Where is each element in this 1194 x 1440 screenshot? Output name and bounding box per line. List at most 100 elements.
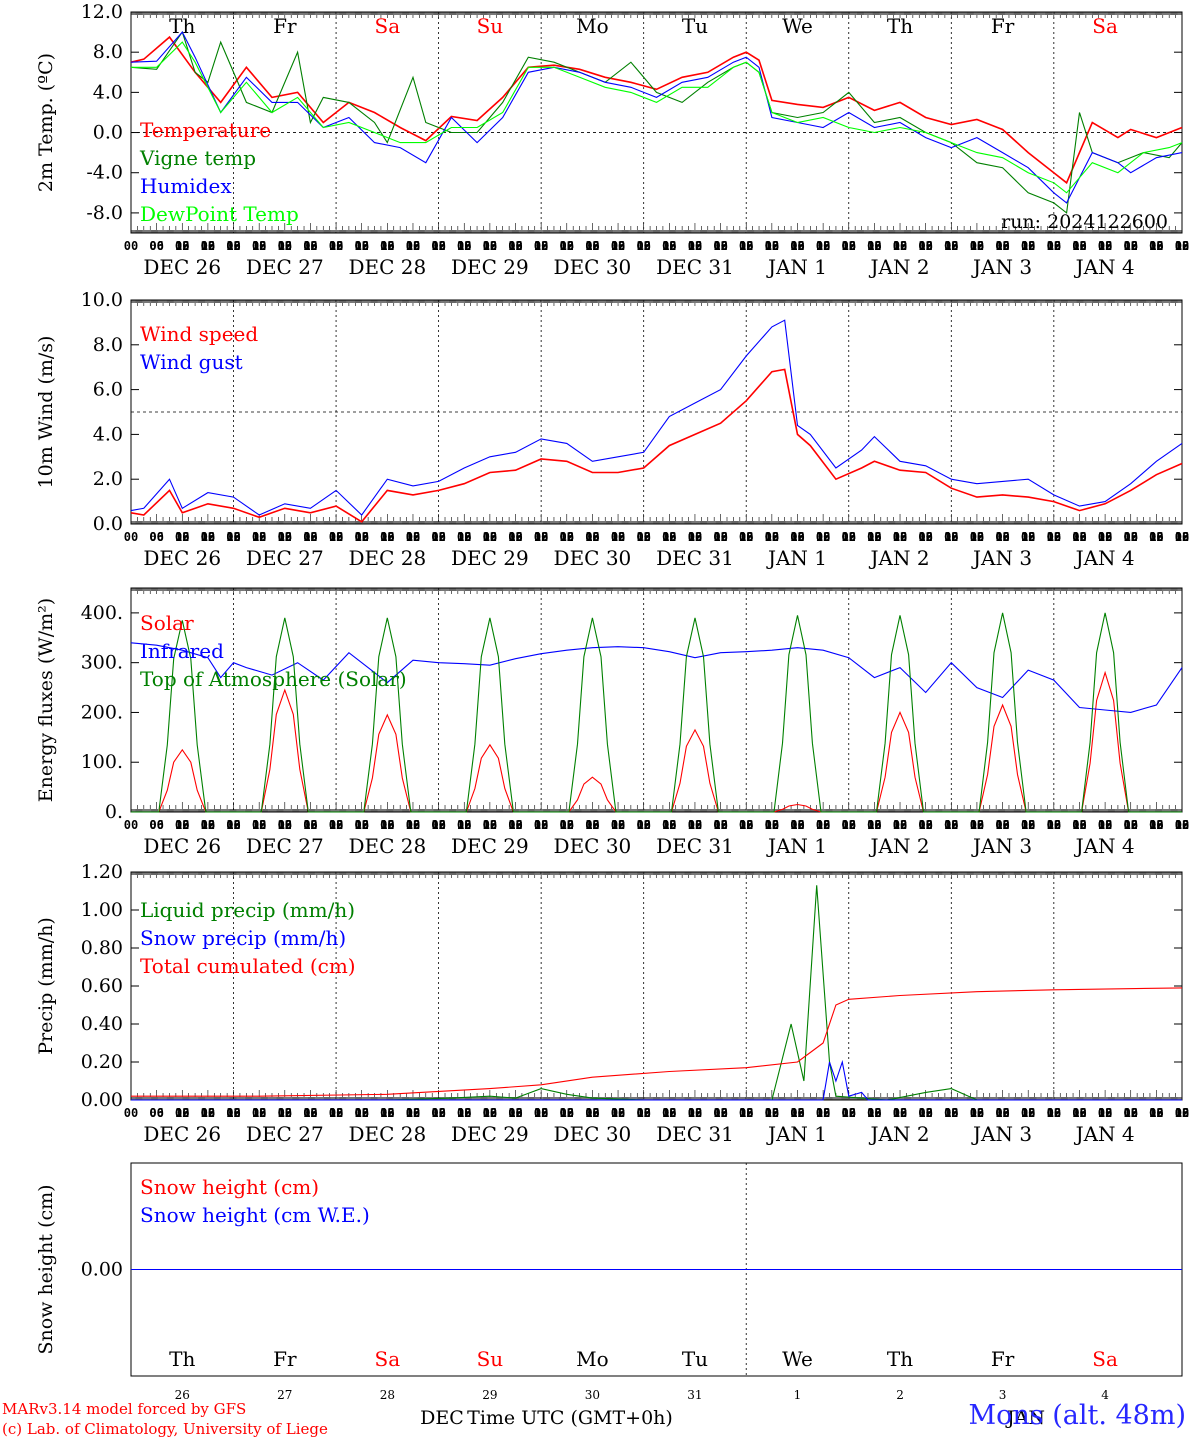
hour-tick-label: 00 [124,530,138,544]
hour-tick-label: 00 [406,530,420,544]
hour-tick-label: 00 [380,239,394,253]
hour-tick-label: 00 [1175,239,1189,253]
hour-tick-label: 18 [688,239,702,253]
hour-tick-label: 12 [201,239,215,253]
hour-tick-label: 12 [585,239,599,253]
hour-tick-label: 06 [354,530,368,544]
hour-tick-label: 12 [688,530,702,544]
hour-tick-label: 00 [1149,239,1163,253]
hour-tick-label: 12 [688,239,702,253]
hour-tick-label: 00 [1047,239,1061,253]
hour-tick-label: 06 [918,239,932,253]
hour-tick-label: 06 [611,530,625,544]
hour-tick-label: 06 [278,239,292,253]
hour-tick-label: 18 [713,530,727,544]
hour-tick-label: 18 [483,239,497,253]
hour-tick-label: 12 [354,239,368,253]
date-label: DEC 28 [348,546,426,570]
date-label: DEC 28 [348,255,426,279]
hour-tick-label: 18 [1175,530,1189,544]
hour-tick-label: 12 [560,239,574,253]
legend-entry: DewPoint Temp [140,202,299,226]
hour-tick-label: 00 [893,530,907,544]
date-label: JAN 3 [971,546,1032,570]
hour-tick-label: 18 [354,239,368,253]
hour-tick-label: 00 [560,530,574,544]
hour-tick-label: 18 [1098,530,1112,544]
hour-tick-label: 12 [842,530,856,544]
hour-tick-label: 18 [1047,239,1061,253]
hour-tick-label: 00 [611,239,625,253]
hour-tick-label: 06 [329,239,343,253]
hour-tick-label: 18 [1124,530,1138,544]
legend-entry: Wind speed [140,322,258,346]
hour-tick-label: 06 [1021,530,1035,544]
hour-tick-label: 18 [918,530,932,544]
hour-tick-label: 06 [201,530,215,544]
hour-tick-label: 12 [1098,530,1112,544]
date-label: JAN 2 [869,255,930,279]
hour-tick-label: 00 [739,530,753,544]
hour-tick-label: 06 [816,239,830,253]
date-label: JAN 4 [1074,255,1135,279]
hour-tick-label: 06 [380,239,394,253]
hour-tick-label: 12 [765,530,779,544]
hour-tick-label: 12 [636,239,650,253]
hour-tick-label: 12 [175,530,189,544]
hour-tick-label: 00 [560,239,574,253]
hour-tick-label: 00 [457,530,471,544]
hour-tick-label: 18 [790,239,804,253]
hour-tick-label: 00 [662,530,676,544]
hour-tick-label: 06 [585,239,599,253]
hour-tick-label: 12 [713,530,727,544]
y-axis-label: 2m Temp. (ºC) [35,53,57,192]
hour-tick-label: 12 [867,530,881,544]
hour-tick-label: 00 [611,530,625,544]
y-tick-label: 8.0 [93,41,123,63]
hour-tick-label: 00 [636,239,650,253]
hour-tick-label: 06 [149,530,163,544]
hour-tick-label: 06 [995,530,1009,544]
hour-tick-label: 18 [201,239,215,253]
hour-tick-label: 18 [252,530,266,544]
hour-tick-label: 18 [713,239,727,253]
hour-tick-label: 12 [611,530,625,544]
hour-tick-label: 06 [816,530,830,544]
y-tick-label: 0.0 [93,122,123,144]
hour-tick-label: 00 [124,239,138,253]
hour-tick-label: 06 [688,239,702,253]
hour-tick-label: 18 [1072,239,1086,253]
hour-tick-label: 12 [970,530,984,544]
hour-tick-label: 12 [1072,530,1086,544]
date-label: DEC 27 [246,546,324,570]
hour-tick-label: 06 [893,530,907,544]
hour-tick-label: 12 [842,239,856,253]
hour-tick-label: 18 [816,239,830,253]
hour-tick-label: 06 [252,239,266,253]
hour-tick-label: 00 [1047,530,1061,544]
hour-tick-label: 06 [1124,239,1138,253]
hour-tick-label: 12 [406,530,420,544]
hour-tick-label: 06 [944,530,958,544]
hour-tick-label: 00 [1124,239,1138,253]
hour-tick-label: 00 [842,239,856,253]
hour-tick-label: 18 [867,239,881,253]
hour-tick-label: 12 [226,530,240,544]
hour-tick-label: 18 [457,530,471,544]
hour-tick-label: 18 [970,239,984,253]
hour-tick-label: 18 [406,239,420,253]
hour-tick-label: 12 [1021,239,1035,253]
hour-tick-label: 06 [636,530,650,544]
hour-tick-label: 18 [585,239,599,253]
hour-tick-label: 00 [918,530,932,544]
date-label: JAN 1 [766,255,827,279]
hour-tick-label: 12 [303,530,317,544]
hour-tick-label: 00 [1072,530,1086,544]
hour-tick-label: 18 [1175,239,1189,253]
hour-tick-label: 12 [534,239,548,253]
hour-tick-label: 12 [457,530,471,544]
hour-tick-label: 06 [252,530,266,544]
hour-tick-label: 06 [560,239,574,253]
